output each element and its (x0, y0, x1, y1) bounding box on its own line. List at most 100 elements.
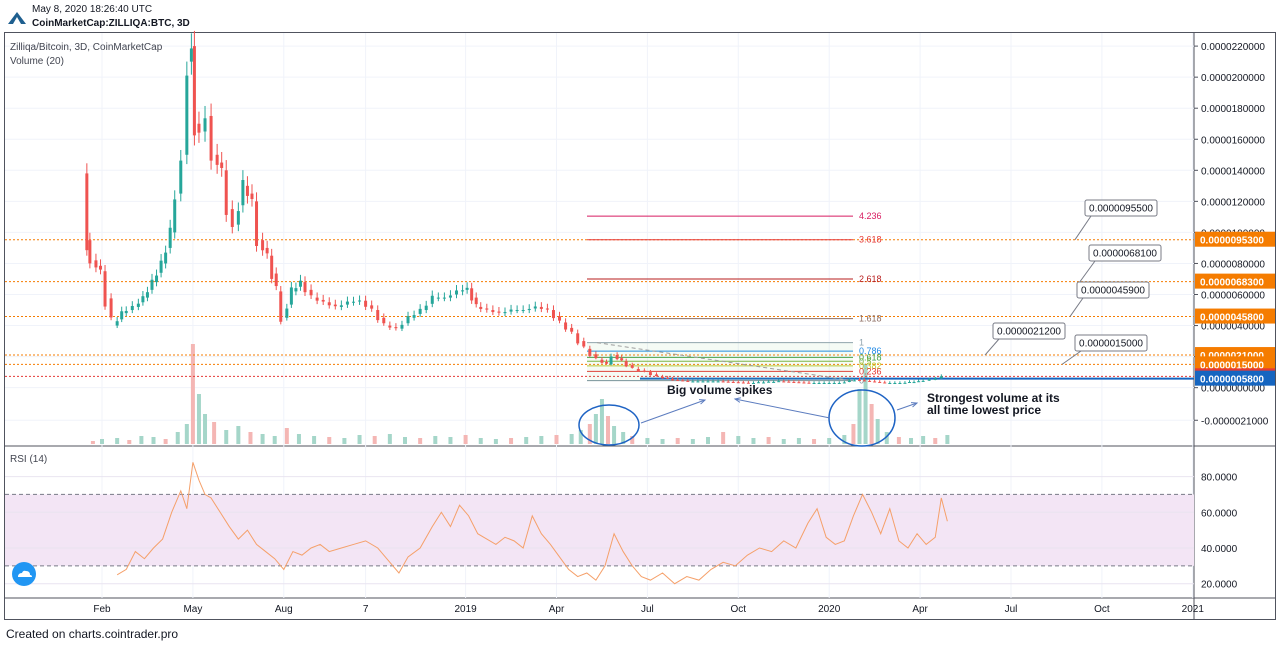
candle-body (847, 380, 851, 382)
price-tick-label: 0.0000180000 (1201, 104, 1265, 115)
candle-body (912, 382, 916, 384)
candle-body (279, 291, 283, 322)
rsi-tick-label: 20.0000 (1201, 580, 1238, 591)
candle-body (570, 327, 574, 332)
volume-bar (284, 428, 289, 444)
candle-body (250, 193, 254, 200)
price-line-label: 0.0000095300 (1200, 236, 1264, 247)
candle-body (515, 310, 519, 312)
candle-body (654, 374, 658, 377)
fib-level-label: 1 (859, 338, 864, 348)
candle-body (173, 199, 177, 233)
candle-body (564, 322, 568, 330)
time-tick-label: Oct (1094, 604, 1110, 615)
candle-body (189, 48, 193, 62)
candle-body (588, 348, 592, 356)
volume-bar (766, 437, 771, 444)
volume-bar (933, 438, 938, 444)
candle-body (509, 309, 513, 312)
candle-body (230, 209, 234, 227)
chart-settings-button[interactable] (12, 562, 36, 586)
candle-body (600, 359, 604, 363)
candle-body (442, 297, 446, 299)
candle-body (327, 302, 331, 306)
candle-body (124, 310, 128, 314)
price-line-label: 0.0000045800 (1200, 313, 1264, 324)
candle-body (285, 308, 289, 318)
candle-body (797, 382, 801, 384)
chart-frame (4, 32, 1276, 620)
callout-text: 0.0000068100 (1093, 249, 1157, 260)
candle-body (807, 382, 811, 384)
volume-bar (587, 424, 592, 444)
volume-bar (190, 344, 195, 444)
fib-level-label: 3.618 (859, 235, 882, 245)
candle-body (351, 301, 355, 303)
volume-bar (418, 438, 423, 444)
time-tick-label: Aug (275, 604, 293, 615)
candle-body (721, 381, 725, 383)
volume-bar (260, 434, 265, 444)
candle-body (624, 361, 628, 367)
candle-body (858, 379, 861, 381)
candle-body (671, 378, 675, 381)
candle-body (479, 306, 483, 309)
candle-body (192, 46, 196, 136)
time-tick-label: Oct (731, 604, 747, 615)
candle-body (545, 308, 549, 310)
candle-body (209, 115, 213, 161)
volume-bar (569, 434, 574, 444)
candle-body (921, 380, 925, 382)
footer-credit: Created on charts.cointrader.pro (6, 627, 179, 641)
volume-bar (875, 419, 880, 444)
callout-pointer (1069, 297, 1084, 317)
candle-body (164, 252, 168, 264)
candle-body (141, 296, 145, 303)
candle-body (706, 381, 710, 383)
snapshot-date: May 8, 2020 18:26:40 UTC (32, 4, 153, 15)
price-tick-label: -0.0000021000 (1201, 416, 1269, 427)
candle-body (130, 305, 134, 311)
candle-body (883, 382, 887, 384)
volume-bar (387, 434, 392, 444)
candle-body (497, 311, 501, 313)
annotation-volume-spikes: Big volume spikes (667, 383, 773, 397)
volume-bar (312, 436, 317, 444)
time-tick-label: Apr (549, 604, 565, 615)
candle-body (155, 275, 159, 283)
candle-body (430, 295, 434, 304)
candle-body (203, 118, 207, 132)
volume-bar (175, 432, 180, 444)
volume-bar (139, 436, 144, 444)
price-line-label: 0.0000005800 (1200, 375, 1264, 386)
callout-pointer (1079, 260, 1096, 282)
candle-body (898, 383, 902, 385)
candle-body (686, 380, 690, 382)
volume-bar (554, 435, 559, 444)
volume-bar (945, 435, 950, 444)
rsi-tick-label: 60.0000 (1201, 508, 1238, 519)
annotation-arrow (734, 398, 831, 419)
volume-bar (599, 399, 604, 444)
candle-body (245, 185, 249, 196)
candle-body (582, 341, 586, 347)
candle-body (333, 304, 337, 307)
time-tick-label: 7 (363, 604, 369, 615)
callout-pointer (1074, 215, 1092, 240)
volume-bar (127, 440, 132, 444)
volume-bar (342, 438, 347, 444)
price-line-label-bg (1195, 308, 1275, 324)
price-tick-label: 0.0000160000 (1201, 135, 1265, 146)
candle-body (661, 376, 665, 379)
candle-body (696, 381, 700, 383)
candle-body (863, 380, 867, 382)
fib-level-label: 0.236 (859, 366, 882, 376)
candle-body (339, 305, 343, 307)
callout-text: 0.0000045900 (1081, 286, 1145, 297)
volume-bar (357, 435, 362, 444)
price-tick-label: 0.0000140000 (1201, 166, 1265, 177)
candle-body (736, 382, 740, 384)
candle-body (382, 317, 386, 324)
annotation-strongest-volume: Strongest volume at its (927, 391, 1060, 405)
